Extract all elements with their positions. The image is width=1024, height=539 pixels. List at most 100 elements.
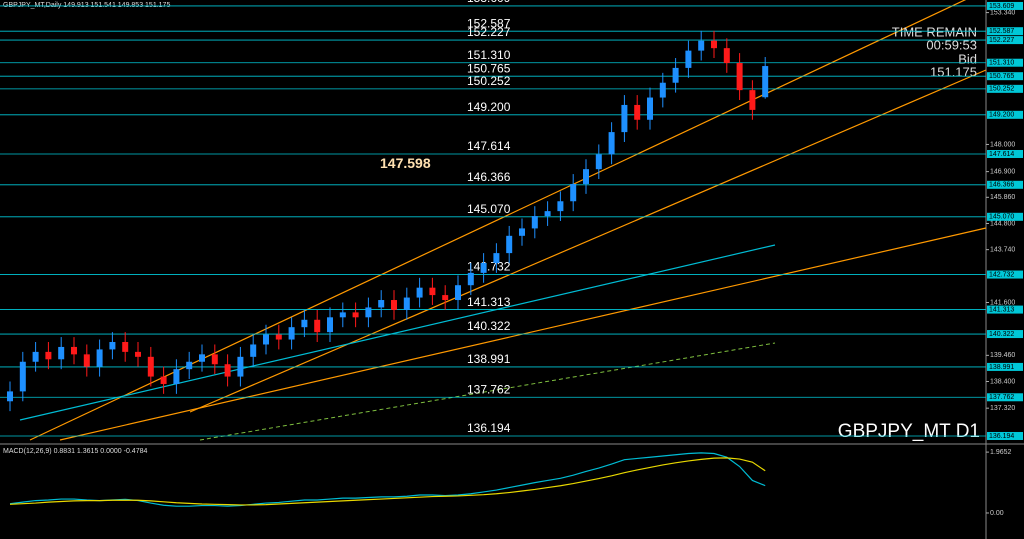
candle-body <box>519 228 525 236</box>
level-price-label: 145.070 <box>989 214 1014 221</box>
y-tick-label: 145.860 <box>990 194 1015 201</box>
level-price-box <box>987 270 1023 279</box>
level-label: 137.762 <box>467 382 511 396</box>
level-price-box <box>987 58 1023 67</box>
candle-body <box>147 356 154 377</box>
level-price-label: 150.252 <box>989 86 1014 93</box>
candle-body <box>122 342 129 352</box>
level-price-label: 152.227 <box>989 37 1014 44</box>
candle-body <box>455 285 461 301</box>
candle-body <box>109 342 116 350</box>
level-label: 149.200 <box>467 100 511 114</box>
candle-body <box>339 312 346 318</box>
level-price-box <box>987 84 1023 93</box>
candle-body <box>288 327 295 340</box>
level-price-box <box>987 330 1023 339</box>
level-label: 153.609 <box>467 0 511 5</box>
candle-body <box>595 154 602 170</box>
candle-body <box>429 287 436 296</box>
level-price-box <box>987 72 1023 81</box>
candle-body <box>83 354 90 367</box>
level-price-label: 138.991 <box>989 364 1014 371</box>
y-tick-label: 153.340 <box>990 9 1015 16</box>
candle-body <box>480 262 487 273</box>
candle-body <box>19 361 26 392</box>
candle-body <box>736 62 743 91</box>
level-label: 141.313 <box>467 295 511 309</box>
y-tick-label: 144.800 <box>990 220 1015 227</box>
candle-body <box>659 82 666 98</box>
chart-header: GBPJPY_MT,Daily 149.913 151.541 149.853 … <box>3 2 170 9</box>
candle-body <box>237 356 244 377</box>
candle-body <box>352 312 359 318</box>
candle-body <box>544 211 551 217</box>
macd-header: MACD(12,26,9) 0.8831 1.3615 0.0000 -0.47… <box>3 448 147 455</box>
info-text: 00:59:53 <box>926 37 977 52</box>
y-tick-label: 139.460 <box>990 352 1015 359</box>
y-tick-label: 137.320 <box>990 405 1015 412</box>
level-price-label: 146.366 <box>989 182 1014 189</box>
candle-body <box>71 346 77 355</box>
level-label: 150.252 <box>467 74 511 88</box>
annotation: 147.598 <box>380 155 431 171</box>
candle-body <box>531 216 538 229</box>
y-tick-label: 1.9652 <box>990 449 1012 456</box>
candle-body <box>250 344 257 357</box>
candle-body <box>173 369 180 384</box>
level-label: 151.310 <box>467 48 511 62</box>
level-price-label: 142.732 <box>989 271 1014 278</box>
level-label: 136.194 <box>467 421 511 435</box>
candle-body <box>45 351 52 360</box>
trend-line <box>189 69 987 413</box>
level-price-label: 140.322 <box>989 331 1014 338</box>
candle-body <box>135 351 141 357</box>
level-price-label: 147.614 <box>989 151 1014 158</box>
candle-body <box>608 132 615 155</box>
candle-body <box>647 97 653 120</box>
candle-body <box>570 183 577 202</box>
candle-body <box>762 66 769 98</box>
level-price-box <box>987 36 1023 45</box>
candle-body <box>403 297 410 310</box>
level-price-box <box>987 362 1023 371</box>
candle-body <box>698 40 705 51</box>
level-price-label: 141.313 <box>989 306 1014 313</box>
level-price-label: 151.310 <box>989 60 1014 67</box>
level-price-box <box>987 1 1023 10</box>
candle-body <box>378 300 385 308</box>
level-price-box <box>987 110 1023 119</box>
candle-body <box>275 334 282 340</box>
level-price-box <box>987 27 1023 36</box>
level-label: 138.991 <box>467 352 511 366</box>
level-price-box <box>987 180 1023 189</box>
y-tick-label: 138.400 <box>990 378 1015 385</box>
candle-body <box>634 104 641 120</box>
level-label: 152.227 <box>467 25 511 39</box>
candle-body <box>557 201 564 212</box>
candle-body <box>711 40 717 49</box>
info-text: TIME REMAIN <box>892 24 977 39</box>
level-price-box <box>987 393 1023 402</box>
level-price-label: 153.609 <box>989 3 1014 10</box>
level-label: 147.614 <box>467 139 511 153</box>
y-tick-label: 146.900 <box>990 168 1015 175</box>
candle-body <box>416 287 423 298</box>
symbol-watermark: GBPJPY_MT D1 <box>838 421 980 442</box>
candle-body <box>96 349 103 367</box>
level-price-label: 150.765 <box>989 73 1014 80</box>
level-price-label: 136.194 <box>989 433 1014 440</box>
candle-body <box>301 319 308 328</box>
candle-body <box>749 90 756 110</box>
level-label: 152.587 <box>467 16 511 30</box>
level-label: 145.070 <box>467 202 511 216</box>
y-tick-label: 141.600 <box>990 299 1015 306</box>
candle-body <box>583 169 589 184</box>
level-label: 150.765 <box>467 61 511 75</box>
level-price-box <box>987 431 1023 440</box>
y-tick-label: 143.740 <box>990 246 1015 253</box>
candle-body <box>327 317 333 333</box>
level-label: 140.322 <box>467 319 511 333</box>
y-tick-label: 148.000 <box>990 141 1015 148</box>
